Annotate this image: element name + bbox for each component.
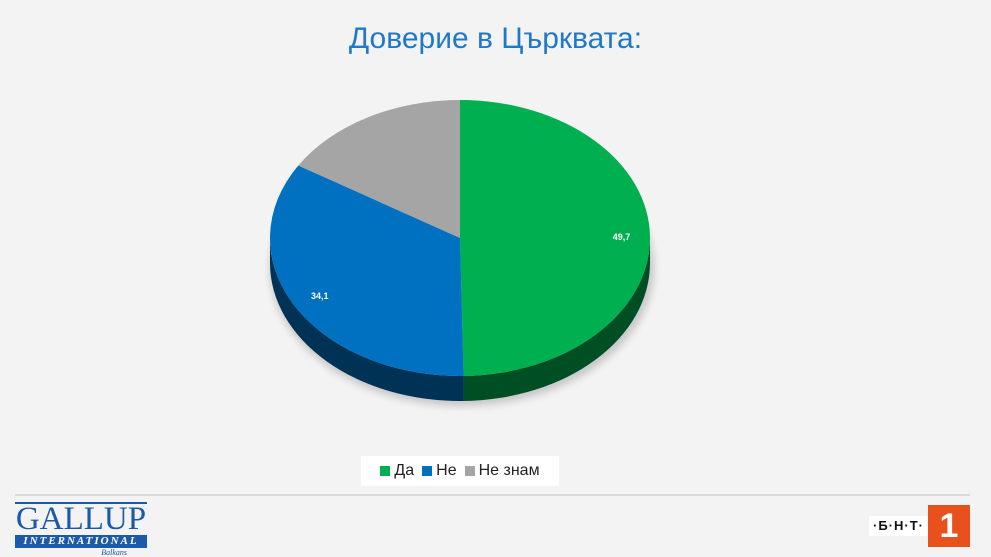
bnt-wordmark: ·Б·Н·Т· <box>869 516 928 536</box>
pie-slices <box>269 99 651 377</box>
pie-slice-side <box>270 238 464 401</box>
pie-data-labels: 49,7 34,1 <box>311 232 630 301</box>
bnt1-logo: ·Б·Н·Т· 1 <box>869 505 970 547</box>
legend-swatch-ne <box>422 466 433 476</box>
bnt-channel-number: 1 <box>928 505 970 547</box>
footer-divider <box>15 494 970 496</box>
gallup-international: INTERNATIONAL <box>15 535 147 548</box>
data-label: 49,7 <box>613 232 631 242</box>
pie-slice-ne <box>269 165 464 377</box>
legend-label: Не <box>436 462 457 479</box>
legend-item-ne: Не <box>422 462 457 480</box>
pie-slice-da <box>460 99 651 376</box>
pie-slice-side <box>463 238 650 401</box>
legend-item-ne-znam: Не знам <box>464 462 540 480</box>
gallup-region: Balkans <box>101 548 127 557</box>
legend-label: Не знам <box>478 462 540 479</box>
gallup-rule <box>15 502 147 504</box>
gallup-wordmark: GALLUP <box>15 501 147 537</box>
legend-label: Да <box>394 462 415 479</box>
pie-slice-ne-znam <box>298 100 460 238</box>
legend: Да Не Не знам <box>361 456 559 486</box>
gallup-logo: GALLUP INTERNATIONAL Balkans <box>15 502 147 557</box>
legend-swatch-ne-znam <box>464 466 475 476</box>
pie-chart: 49,7 34,1 <box>269 99 654 406</box>
pie-sides <box>270 238 650 401</box>
chart-title: Доверие в Църквата: <box>348 22 643 55</box>
legend-item-da: Да <box>380 462 414 480</box>
legend-swatch-da <box>380 466 391 476</box>
data-label: 34,1 <box>311 291 329 301</box>
